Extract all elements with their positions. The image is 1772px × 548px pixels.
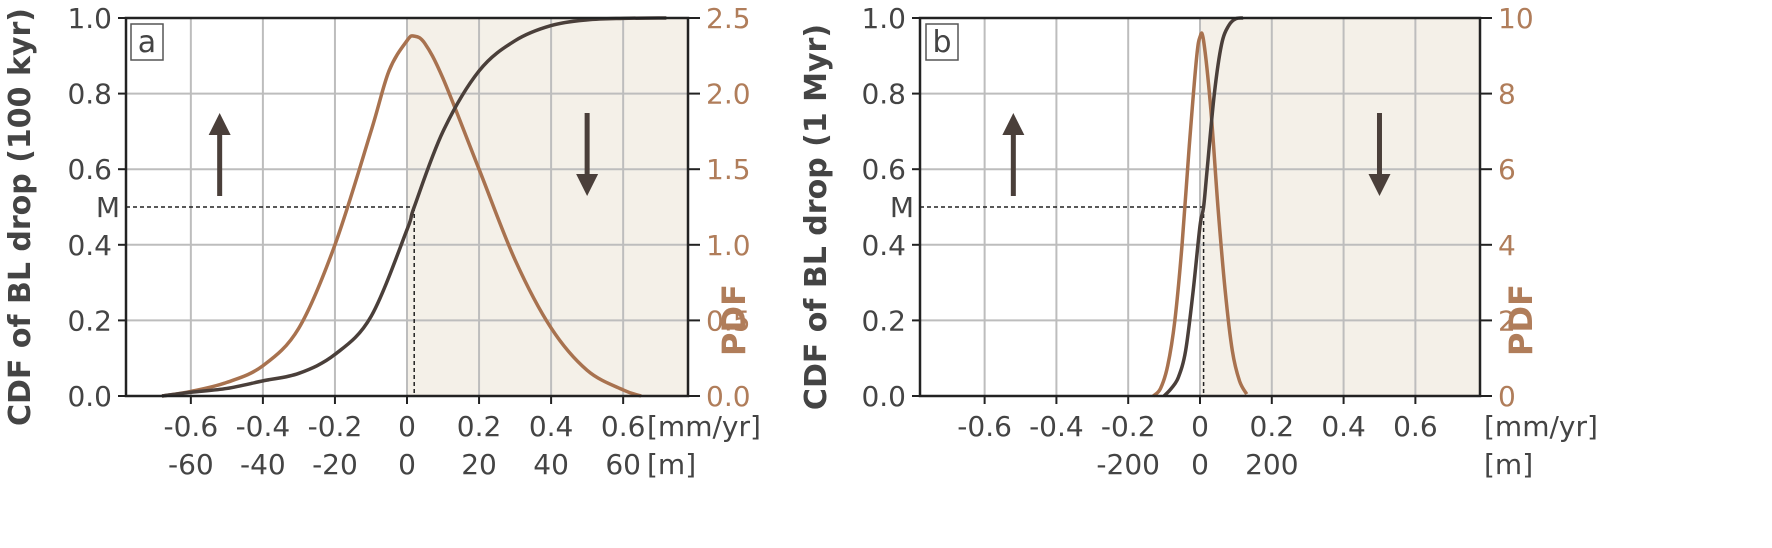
- panel-b-arrow-down-head: [1368, 174, 1391, 196]
- panel-a-xtick-rate-label-1: -0.4: [236, 410, 291, 443]
- panel-b-y2tick-label-0: 0: [1498, 380, 1516, 413]
- panel-b-y2label: PDF: [1502, 284, 1540, 356]
- panel-a-xtick-rate-label-3: 0: [398, 410, 416, 443]
- panel-b-xtick-rate-label-4: 0.2: [1250, 410, 1295, 443]
- panel-a-y2tick-label-4: 2.0: [706, 78, 751, 111]
- panel-b-ylabel: CDF of BL drop (1 Myr): [799, 24, 834, 410]
- panel-a-x-unit-rate: [mm/yr]: [647, 410, 761, 443]
- panel-a-ytick-label-4: 0.8: [67, 78, 112, 111]
- panel-a-arrow-down-head: [576, 174, 599, 196]
- panel-a-xtick-rate-label-4: 0.2: [457, 410, 502, 443]
- panel-a-ytick-label-2: 0.4: [67, 229, 112, 262]
- panel-b-ytick-label-1: 0.2: [861, 304, 906, 337]
- panel-b-xtick-rate-label-2: -0.2: [1101, 410, 1156, 443]
- panel-b-y2tick-label-2: 4: [1498, 229, 1516, 262]
- panel-a-xtick-rate-label-5: 0.4: [529, 410, 574, 443]
- panel-a-pdf-line: [161, 34, 642, 398]
- panel-a-xtick-rate-label-0: -0.6: [164, 410, 219, 443]
- panel-a-group: M 0.0 0.2 0.4 0.6 0.8 1.0 0.0 0.5 1.0 1.5 2.0 2.5 -0.…: [3, 2, 761, 481]
- panel-b-shaded-region: [1200, 18, 1480, 396]
- panel-b-xtick-m-label-2: -200: [1096, 448, 1160, 481]
- panel-a-letter: a: [138, 25, 156, 60]
- panel-a-y2tick-label-5: 2.5: [706, 2, 751, 35]
- panel-a-xtick-m-label-2: -20: [312, 448, 358, 481]
- panel-a-xtick-m-label-0: -60: [168, 448, 214, 481]
- panel-a-shaded-region: [407, 18, 688, 396]
- panel-a-cdf-line: [161, 16, 667, 398]
- panel-b-group: M 0.0 0.2 0.4 0.6 0.8 1.0 0 2 4 6 8 10 -0.6 -0.4 -0.2 -2…: [799, 2, 1598, 481]
- panel-b-ytick-label-5: 1.0: [861, 2, 906, 35]
- panel-b-ytick-label-4: 0.8: [861, 78, 906, 111]
- panel-b-x-unit-rate: [mm/yr]: [1484, 410, 1598, 443]
- panel-b-xtick-rate-label-6: 0.6: [1393, 410, 1438, 443]
- panel-a-xtick-m-label-5: 40: [533, 448, 569, 481]
- panel-a-y2tick-label-3: 1.5: [706, 153, 751, 186]
- panel-b-y2tick-label-1: 2: [1498, 304, 1516, 337]
- panel-b-arrow-up-head: [1002, 113, 1025, 135]
- panel-a-ytick-label-1: 0.2: [67, 304, 112, 337]
- panel-b-y2tick-label-4: 8: [1498, 78, 1516, 111]
- panel-b-pdf-line: [1152, 31, 1249, 398]
- panel-a-xtick-m-label-3: 0: [398, 448, 416, 481]
- panel-b-xtick-m-label-4: 200: [1245, 448, 1298, 481]
- panel-b-letter: b: [932, 25, 951, 60]
- panel-a-median-label: M: [96, 191, 120, 224]
- panel-b-ytick-label-0: 0.0: [861, 380, 906, 413]
- panel-b-xtick-m-label-3: 0: [1191, 448, 1209, 481]
- panel-a-xtick-m-label-1: -40: [240, 448, 286, 481]
- panel-a-letter-box: [130, 23, 164, 61]
- panel-a-y2tick-label-1: 0.5: [706, 304, 751, 337]
- panel-b-xtick-rate-label-5: 0.4: [1321, 410, 1366, 443]
- panel-b-xtick-rate-label-0: -0.6: [957, 410, 1012, 443]
- panel-b-y2tick-label-3: 6: [1498, 153, 1516, 186]
- panel-a-ytick-label-5: 1.0: [67, 2, 112, 35]
- panel-a-xtick-m-label-6: 60: [605, 448, 641, 481]
- panel-b-x-unit-m: [m]: [1484, 448, 1533, 481]
- panel-b-cdf-line: [1162, 16, 1244, 398]
- panel-b-y2tick-label-5: 10: [1498, 2, 1534, 35]
- panel-b-ytick-label-2: 0.4: [861, 229, 906, 262]
- panel-a-y2tick-label-2: 1.0: [706, 229, 751, 262]
- panel-a-y2label: PDF: [715, 284, 753, 356]
- panel-b-xtick-rate-label-1: -0.4: [1029, 410, 1084, 443]
- panel-a-x-unit-m: [m]: [647, 448, 696, 481]
- panel-b-letter-box: [925, 23, 959, 61]
- panel-a-xtick-rate-label-6: 0.6: [601, 410, 646, 443]
- panel-a-ylabel: CDF of BL drop (100 kyr): [3, 8, 38, 426]
- panel-a-xtick-rate-label-2: -0.2: [308, 410, 363, 443]
- panel-a-arrow-up-head: [208, 113, 231, 135]
- panel-a-ytick-label-3: 0.6: [67, 153, 112, 186]
- panel-a-y2tick-label-0: 0.0: [706, 380, 751, 413]
- panel-a-ytick-label-0: 0.0: [67, 380, 112, 413]
- panel-b-xtick-rate-label-3: 0: [1191, 410, 1209, 443]
- panel-b-ytick-label-3: 0.6: [861, 153, 906, 186]
- panel-b-median-label: M: [890, 191, 914, 224]
- panel-a-xtick-m-label-4: 20: [461, 448, 497, 481]
